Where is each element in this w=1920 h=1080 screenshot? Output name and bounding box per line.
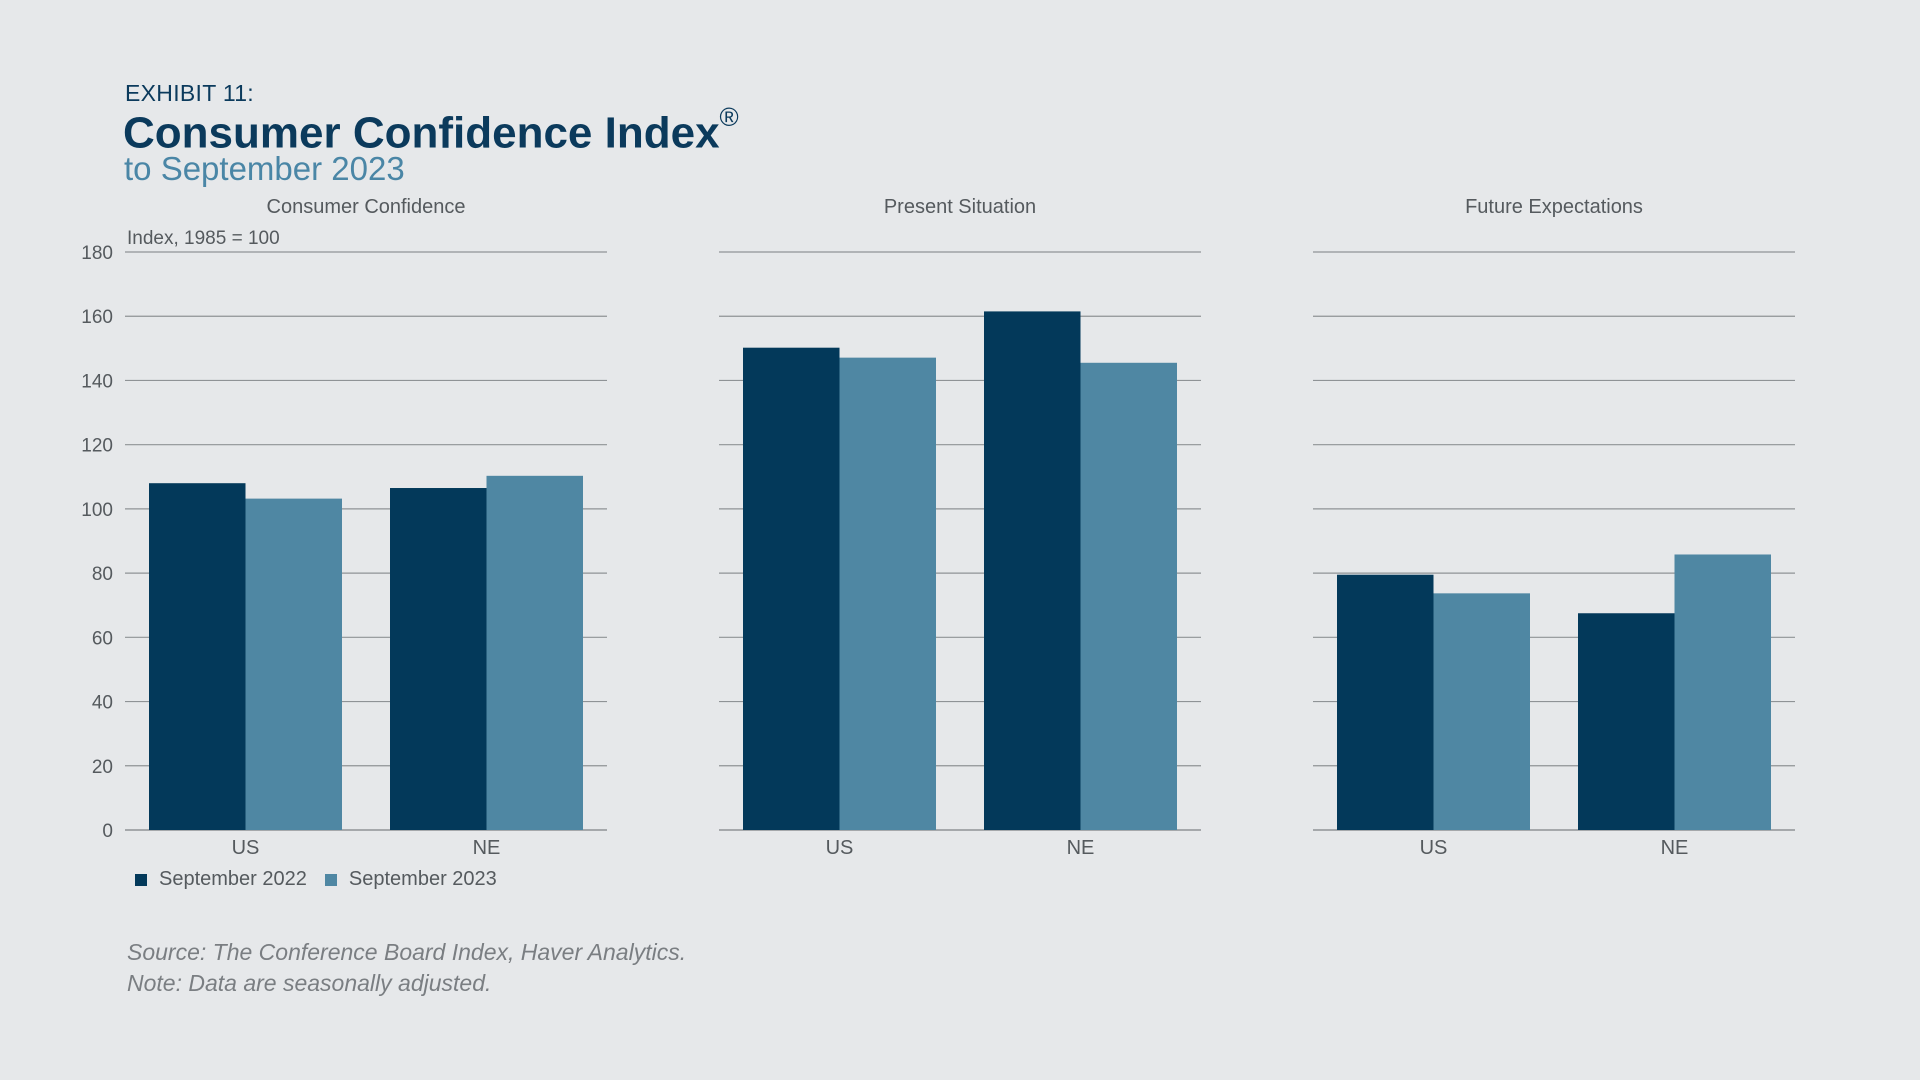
source-note: Source: The Conference Board Index, Have… [127,937,686,999]
x-tick-label: US [232,837,260,859]
bar-ne-sep2022 [390,488,487,830]
bar-us-sep2023 [839,357,936,830]
x-tick-label: US [826,837,854,859]
legend-label-sep2023: September 2023 [348,868,497,890]
legend-item-sep2023: September 2023 [324,868,497,891]
y-tick-label: 180 [81,243,113,264]
bar-us-sep2022 [743,347,840,830]
y-tick-label: 100 [81,500,113,521]
y-tick-label: 60 [92,628,113,649]
x-tick-label: US [1420,837,1448,859]
legend-label-sep2022: September 2022 [159,868,307,890]
legend-swatch-sep2023 [324,873,337,886]
y-tick-label: 120 [81,436,113,457]
bar-ne-sep2023 [1080,362,1177,830]
exhibit-label: EXHIBIT 11: [125,80,255,106]
note-text: Note: Data are seasonally adjusted. [127,970,492,996]
y-tick-label: 40 [92,693,113,714]
title-text: Consumer Confidence Index [123,108,720,158]
page-title: Consumer Confidence Index® [123,102,739,159]
bar-us-sep2023 [1433,593,1530,830]
page-subtitle: to September 2023 [124,150,405,187]
y-tick-label: 160 [81,307,113,328]
chart-legend: September 2022 September 2023 [135,868,497,891]
y-axis-label: Index, 1985 = 100 [127,228,280,249]
y-tick-label: 140 [81,371,113,392]
bar-ne-sep2023 [486,475,583,830]
bar-ne-sep2023 [1674,554,1771,830]
bar-us-sep2022 [149,483,246,830]
panel-title: Consumer Confidence [267,196,466,218]
y-tick-label: 0 [102,821,113,842]
bar-ne-sep2022 [1578,613,1675,830]
panel-title: Present Situation [884,196,1036,218]
legend-item-sep2022: September 2022 [135,868,307,891]
y-tick-label: 20 [92,757,113,778]
x-tick-label: NE [1661,837,1689,859]
bar-us-sep2023 [245,498,342,830]
legend-swatch-sep2022 [135,873,147,886]
bar-us-sep2022 [1337,574,1434,830]
x-tick-label: NE [1067,837,1095,859]
panel-title: Future Expectations [1465,196,1643,218]
y-tick-label: 80 [92,564,113,585]
source-text: Source: The Conference Board Index, Have… [127,939,687,965]
registered-mark: ® [719,102,739,132]
bar-ne-sep2022 [984,311,1081,831]
x-tick-label: NE [473,837,501,859]
